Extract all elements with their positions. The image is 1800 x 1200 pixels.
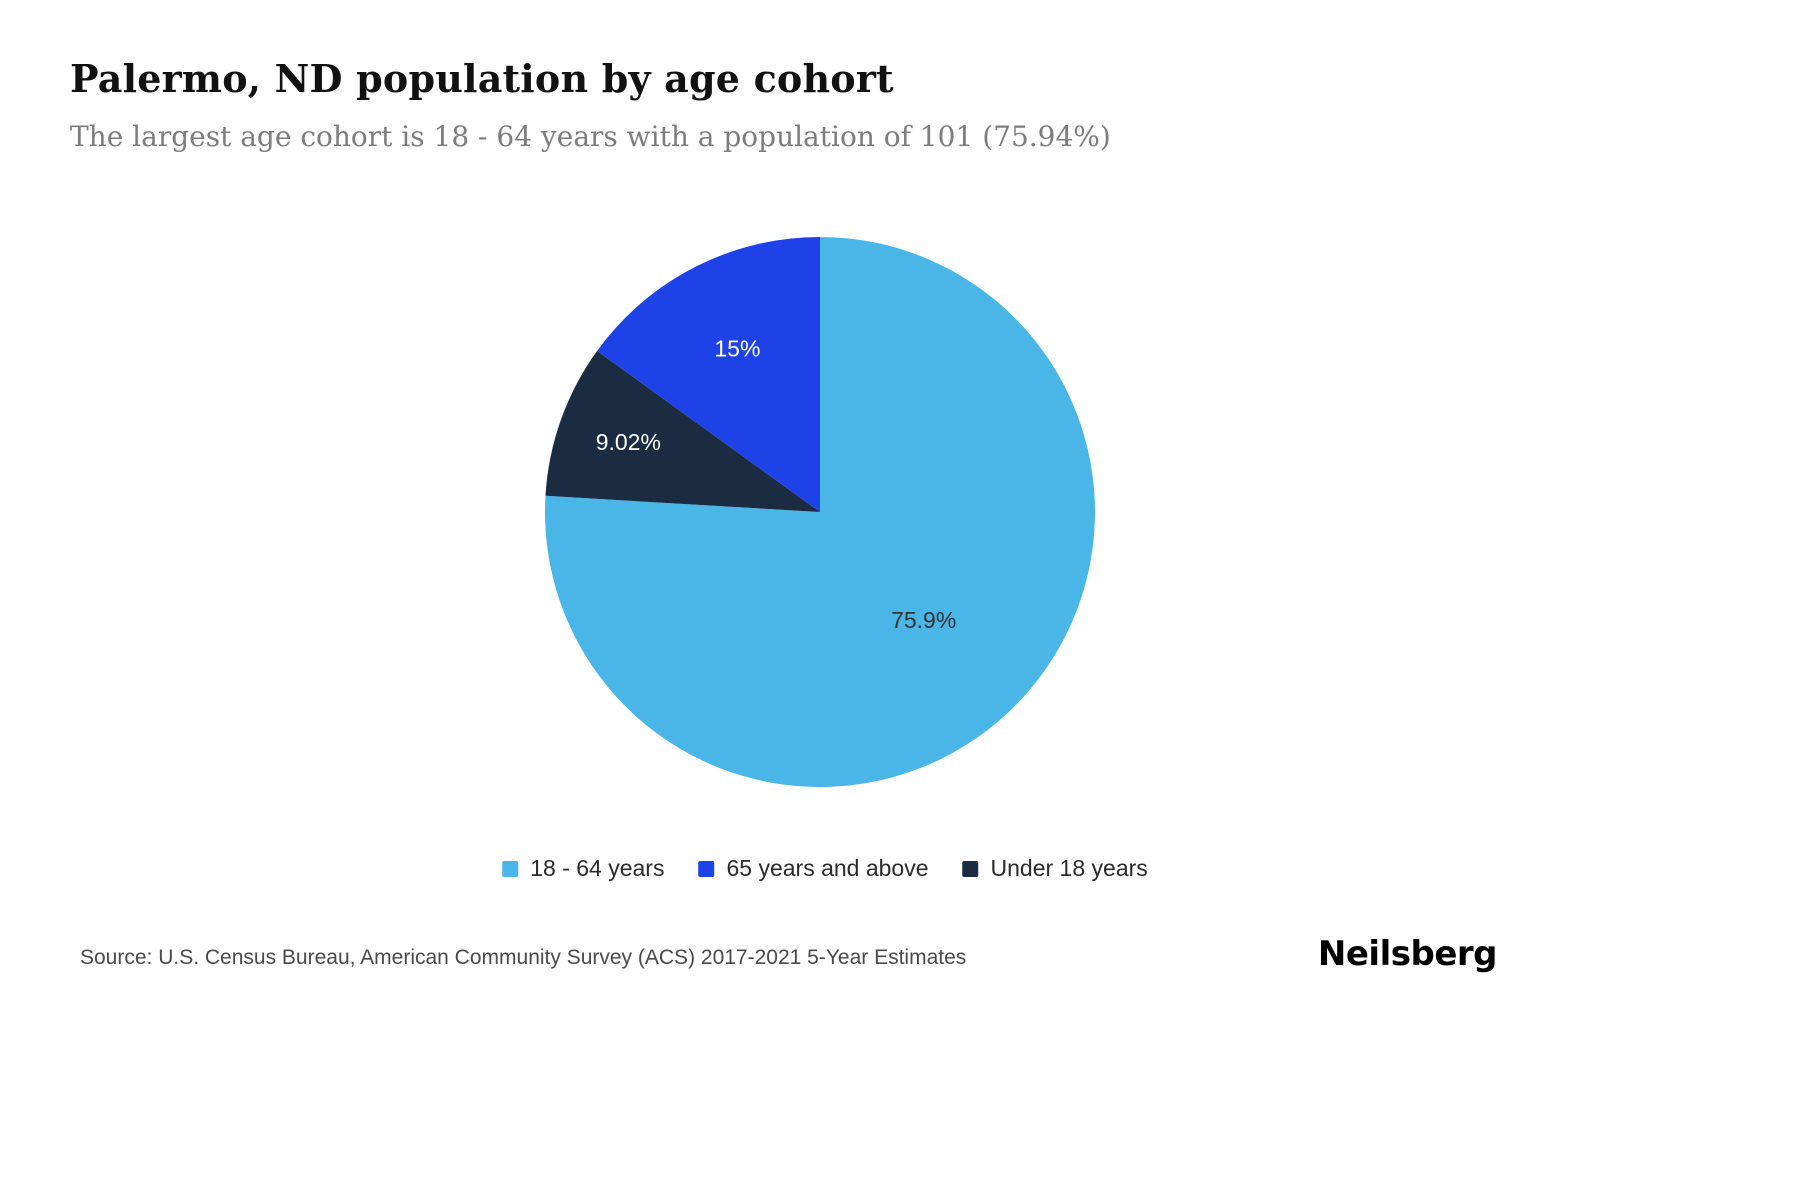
legend-swatch-icon: [698, 860, 715, 877]
brand-logo: Neilsberg: [1317, 934, 1498, 974]
chart-title: Palermo, ND population by age cohort: [70, 56, 894, 101]
slice-label: 9.02%: [596, 429, 661, 455]
legend-swatch-icon: [502, 860, 519, 877]
legend-item[interactable]: 18 - 64 years: [502, 855, 664, 882]
source-note: Source: U.S. Census Bureau, American Com…: [80, 946, 967, 969]
legend-label: 18 - 64 years: [530, 855, 665, 881]
legend-item[interactable]: Under 18 years: [962, 855, 1148, 882]
legend-label: 65 years and above: [726, 855, 929, 881]
pie-slice[interactable]: [597, 237, 820, 512]
slice-label: 75.9%: [891, 607, 956, 633]
pie-slice[interactable]: [545, 237, 1096, 787]
chart-subtitle: The largest age cohort is 18 - 64 years …: [70, 120, 1111, 153]
slice-label: 15%: [714, 335, 760, 361]
legend-item[interactable]: 65 years and above: [698, 855, 929, 882]
pie-slice[interactable]: [545, 350, 820, 512]
pie-chart-area: 75.9% 9.02% 15%: [542, 234, 1098, 790]
legend-label: Under 18 years: [990, 855, 1148, 881]
legend: 18 - 64 years 65 years and above Under 18 …: [502, 855, 1148, 882]
legend-swatch-icon: [962, 860, 979, 877]
pie-chart: 75.9% 9.02% 15%: [545, 237, 1096, 787]
